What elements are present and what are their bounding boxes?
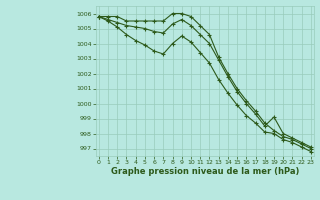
X-axis label: Graphe pression niveau de la mer (hPa): Graphe pression niveau de la mer (hPa) [111,167,299,176]
